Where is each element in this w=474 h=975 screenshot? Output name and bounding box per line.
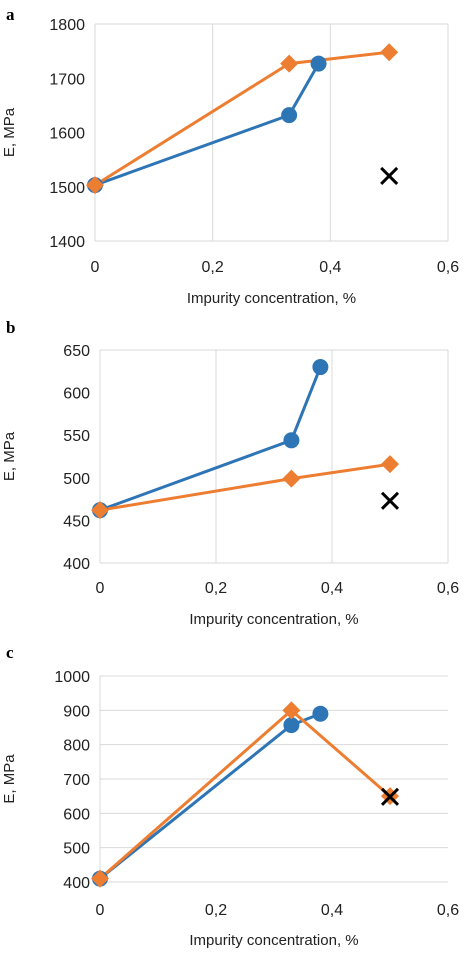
series-line-0 — [94, 62, 320, 187]
x-tick-label: 0,6 — [437, 259, 459, 276]
x-tick-label: 0,4 — [321, 902, 343, 919]
y-tick-label: 1800 — [49, 17, 85, 34]
y-tick-label: 900 — [63, 703, 90, 720]
y-axis-title: E, MPa — [1, 431, 18, 481]
y-tick-label: 400 — [63, 556, 90, 573]
x-tick-label: 0 — [96, 902, 105, 919]
x-tick-label: 0 — [91, 259, 100, 276]
data-point-circle — [312, 705, 329, 722]
series-line-1 — [99, 708, 391, 880]
data-point-diamond — [381, 455, 399, 474]
y-tick-label: 500 — [63, 471, 90, 488]
data-point-circle — [283, 432, 300, 449]
data-point-circle — [281, 107, 298, 124]
data-point-cross — [380, 166, 399, 185]
y-tick-label: 600 — [63, 806, 90, 823]
data-point-circle — [283, 717, 300, 734]
y-tick-label: 800 — [63, 738, 90, 755]
data-point-diamond — [280, 54, 299, 73]
x-tick-label: 0,2 — [205, 580, 227, 597]
y-tick-label: 400 — [63, 875, 90, 892]
y-tick-label: 550 — [63, 428, 90, 445]
data-point-circle — [310, 55, 327, 72]
y-axis-title: E, MPa — [1, 107, 18, 157]
y-tick-label: 1600 — [49, 126, 85, 143]
x-axis-title: Impurity concentration, % — [189, 611, 358, 628]
y-tick-label: 1400 — [49, 234, 85, 251]
x-tick-label: 0,4 — [321, 580, 343, 597]
cross-stroke — [380, 787, 400, 806]
y-axis-title: E, MPa — [1, 754, 18, 804]
panel-letter: b — [6, 318, 15, 337]
chart-panel-a: a 1400 1500 1600 1700 1800 0 0,2 0,4 0,6 Impurity … — [1, 5, 459, 307]
data-point-diamond — [282, 701, 301, 720]
data-point-cross — [380, 787, 400, 806]
y-tick-label: 1700 — [49, 71, 85, 88]
y-tick-label: 600 — [63, 386, 90, 403]
x-tick-label: 0,2 — [202, 259, 224, 276]
data-point-diamond — [282, 469, 301, 488]
y-tick-label: 1000 — [54, 669, 90, 686]
x-axis-title: Impurity concentration, % — [189, 932, 358, 949]
series-line-1 — [99, 462, 391, 512]
x-tick-label: 0 — [96, 580, 105, 597]
data-point-diamond — [380, 43, 399, 62]
series-line-1 — [94, 50, 390, 187]
chart-panel-b: b 400 450 500 550 600 650 0 0,2 0,4 0,6 Impurity co… — [1, 318, 459, 628]
y-tick-label: 1500 — [49, 180, 85, 197]
panel-letter: c — [6, 643, 14, 662]
data-point-cross — [380, 491, 400, 510]
cross-stroke — [380, 491, 400, 510]
x-tick-label: 0,2 — [205, 902, 227, 919]
x-axis-title: Impurity concentration, % — [187, 290, 356, 307]
chart-panel-c: c 400 500 600 700 800 900 1000 0 0,2 0,4 0,6 Impurit… — [1, 643, 459, 949]
y-tick-label: 500 — [63, 841, 90, 858]
x-tick-label: 0,6 — [437, 580, 459, 597]
data-point-circle — [312, 359, 329, 376]
y-tick-label: 650 — [63, 343, 90, 360]
data-point-diamond — [91, 501, 109, 520]
data-point-diamond — [91, 869, 109, 888]
data-point-diamond — [86, 176, 104, 195]
x-tick-label: 0,6 — [437, 902, 459, 919]
y-tick-label: 450 — [63, 513, 90, 530]
cross-stroke — [380, 166, 399, 185]
y-tick-label: 700 — [63, 772, 90, 789]
series-line-0 — [99, 712, 321, 880]
panel-letter: a — [6, 5, 15, 24]
x-tick-label: 0,4 — [319, 259, 341, 276]
